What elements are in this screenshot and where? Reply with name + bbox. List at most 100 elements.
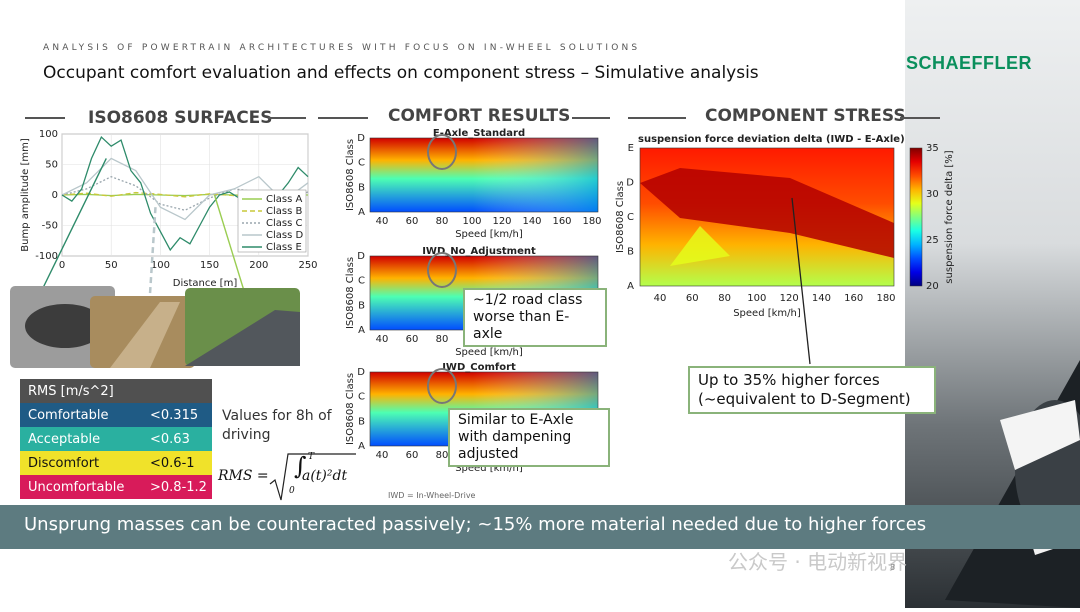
legend-label: Class E <box>266 242 302 253</box>
x-tick-label: 40 <box>376 334 389 345</box>
callout-half-class: ~1/2 road class worse than E-axle <box>463 288 607 347</box>
y-tick-label: D <box>357 367 365 378</box>
x-axis-label: Speed [km/h] <box>455 463 523 474</box>
y-tick-label: 0 <box>52 190 58 201</box>
rms-row: Acceptable <0.63 <box>20 427 212 451</box>
summary-bar <box>0 505 1080 549</box>
section-divider <box>572 117 610 119</box>
section-title-stress: COMPONENT STRESS <box>705 106 906 126</box>
colorbar-tick-label: 35 <box>926 143 939 154</box>
x-axis-label: Speed [km/h] <box>455 229 523 240</box>
x-tick-label: 200 <box>249 260 268 271</box>
y-tick-label: C <box>358 158 365 169</box>
legend-box <box>237 189 307 253</box>
suspension-arm-shape <box>1000 400 1080 470</box>
heatmap-fill <box>370 138 598 212</box>
y-tick-label: D <box>357 251 365 262</box>
rms-row: Comfortable <0.315 <box>20 403 212 427</box>
page-title: Occupant comfort evaluation and effects … <box>43 63 759 83</box>
y-axis-label: Bump amplitude [mm] <box>20 138 31 252</box>
rms-row-value: >0.8-1.2 <box>150 479 207 495</box>
x-axis-label: Speed [km/h] <box>455 347 523 358</box>
leader-line-class-a <box>213 194 246 295</box>
x-tick-label: 80 <box>436 450 449 461</box>
legend-label: Class C <box>266 218 302 229</box>
heatmap-title: suspension force deviation delta (IWD - … <box>638 134 905 145</box>
high-force-band <box>640 168 894 258</box>
rms-row: Uncomfortable >0.8-1.2 <box>20 475 212 499</box>
rms-table-header: RMS [m/s^2] <box>20 379 212 403</box>
x-tick-label: 50 <box>105 260 118 271</box>
y-tick-label: A <box>358 207 365 218</box>
formula-lhs: RMS = <box>218 468 269 484</box>
heatmap-e-axle-standard: E-Axle_Standard 40 60 80 100 120 140 160 180 A B C D… <box>345 128 602 240</box>
section-title-comfort: COMFORT RESULTS <box>388 106 571 126</box>
x-tick-label: 40 <box>376 450 389 461</box>
x-tick-label: 40 <box>654 293 667 304</box>
rms-row: Discomfort <0.6-1 <box>20 451 212 475</box>
formula-lower-limit: 0 <box>289 486 295 496</box>
y-tick-label: B <box>358 416 365 427</box>
heatmap-title: IWD_No_Adjustment <box>422 246 536 257</box>
rms-table: RMS [m/s^2] Comfortable <0.315 Acceptable <… <box>20 379 212 499</box>
x-tick-label: 120 <box>492 216 511 227</box>
y-axis-label: ISO8608 Class <box>345 373 356 445</box>
y-tick-label: C <box>627 212 634 223</box>
leader-line-class-e <box>39 158 107 295</box>
y-tick-label: A <box>358 325 365 336</box>
section-divider <box>268 117 306 119</box>
rms-row-label: Comfortable <box>28 407 109 423</box>
summary-text: Unsprung masses can be counteracted pass… <box>24 514 927 535</box>
integral-sign: ∫ <box>294 452 307 480</box>
watermark: 公众号 · 电动新视界 <box>728 550 908 574</box>
highlight-circle <box>427 368 457 404</box>
y-tick-label: A <box>627 281 634 292</box>
x-tick-label: 100 <box>151 260 170 271</box>
y-tick-label: E <box>628 143 634 154</box>
road-surface-photos <box>10 286 300 368</box>
rms-row-value: <0.63 <box>150 431 190 447</box>
callout-arrow <box>791 197 811 365</box>
stress-heatmap: suspension force deviation delta (IWD - … <box>615 134 955 319</box>
formula-upper-limit: T <box>308 452 315 462</box>
plot-frame <box>369 137 599 213</box>
x-tick-label: 160 <box>844 293 863 304</box>
heatmap-title: E-Axle_Standard <box>433 128 525 139</box>
colorbar-tick-label: 20 <box>926 281 939 292</box>
x-tick-label: 250 <box>298 260 317 271</box>
legend-label: Class A <box>266 194 302 205</box>
y-tick-label: 50 <box>45 160 58 171</box>
x-tick-label: 60 <box>406 334 419 345</box>
rms-header-label: RMS [m/s^2] <box>28 383 114 399</box>
sqrt-symbol <box>269 453 356 501</box>
y-tick-label: A <box>358 441 365 452</box>
x-tick-label: 140 <box>812 293 831 304</box>
colorbar-label: suspension force delta [%] <box>944 150 955 283</box>
colorbar-tick-label: 30 <box>926 189 939 200</box>
legend-label: Class B <box>266 206 302 217</box>
callout-similar: Similar to E-Axle with dampening adjuste… <box>448 408 610 467</box>
leader-line-class-d <box>148 207 157 295</box>
heatmap-title: IWD_Comfort <box>442 362 516 373</box>
rms-row-value: <0.6-1 <box>150 455 195 471</box>
iwd-note: IWD = In-Wheel-Drive <box>388 491 476 500</box>
y-tick-label: -100 <box>35 251 58 262</box>
rms-row-value: <0.315 <box>150 407 199 423</box>
x-tick-label: 180 <box>876 293 895 304</box>
page-number: 8 <box>890 563 896 572</box>
x-tick-label: 80 <box>436 334 449 345</box>
y-tick-label: 100 <box>39 129 58 140</box>
legend-label: Class D <box>266 230 303 241</box>
rms-row-label: Acceptable <box>28 431 101 447</box>
y-tick-label: C <box>358 392 365 403</box>
colorbar <box>909 147 923 287</box>
highlight-circle <box>427 252 457 288</box>
pothole-shape <box>25 304 105 348</box>
section-divider <box>628 117 686 119</box>
x-tick-label: 100 <box>462 216 481 227</box>
y-tick-label: B <box>358 300 365 311</box>
x-tick-label: 0 <box>59 260 65 271</box>
x-tick-label: 60 <box>406 450 419 461</box>
y-tick-label: -50 <box>42 221 58 232</box>
